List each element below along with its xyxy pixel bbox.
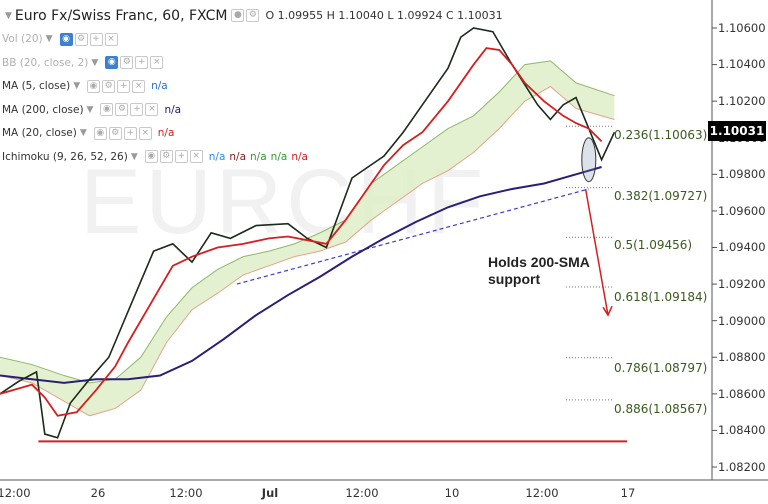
- chart-title: Euro Fx/Swiss Franc, 60, FXCM: [14, 7, 228, 24]
- annotation-text: Holds 200-SMA support: [488, 254, 590, 288]
- indicator-row-ma200[interactable]: MA (200, close) ▼ ◉ ⚙ + × n/a: [2, 98, 503, 122]
- y-tick-label: 1.09400: [718, 240, 766, 254]
- highlight-ellipse: [581, 137, 597, 183]
- dropdown-caret-icon[interactable]: ▼: [79, 128, 87, 139]
- y-tick-label: 1.10200: [718, 94, 766, 108]
- indicator-label: Vol (20): [2, 33, 43, 46]
- indicator-value: n/a: [151, 80, 168, 93]
- x-tick-label: 17: [620, 486, 636, 500]
- plus-icon[interactable]: +: [130, 103, 144, 117]
- gear-icon[interactable]: ⚙: [108, 126, 122, 140]
- y-tick-label: 1.08200: [718, 460, 766, 474]
- y-tick-label: 1.08400: [718, 423, 766, 437]
- indicator-label: MA (20, close): [2, 127, 77, 140]
- annotation-line-2: support: [488, 271, 541, 287]
- dropdown-caret-icon[interactable]: ▼: [73, 81, 81, 92]
- eye-icon[interactable]: ◉: [93, 126, 107, 140]
- x-tick-label: 10: [444, 486, 460, 500]
- fib-label: 0.5(1.09456): [614, 238, 693, 252]
- dropdown-caret-icon[interactable]: ▼: [130, 151, 138, 162]
- fib-label: 0.382(1.09727): [614, 189, 708, 203]
- eye-icon[interactable]: ◉: [100, 103, 114, 117]
- indicator-value: n/a: [291, 150, 308, 163]
- gear-icon[interactable]: ⚙: [159, 150, 173, 164]
- fib-label: 0.786(1.08797): [614, 361, 708, 375]
- indicator-row-ma5[interactable]: MA (5, close) ▼ ◉ ⚙ + × n/a: [2, 75, 503, 99]
- eye-icon[interactable]: ◉: [87, 79, 101, 93]
- dropdown-caret-icon[interactable]: ▼: [91, 57, 99, 68]
- fib-label: 0.236(1.10063): [614, 128, 708, 142]
- indicator-value: n/a: [229, 150, 247, 163]
- ma200-line: [0, 166, 602, 384]
- close-icon[interactable]: ×: [138, 126, 152, 140]
- current-price-tag: 1.10031: [708, 121, 766, 141]
- x-tick-label: 12:00: [525, 486, 559, 500]
- indicator-label: BB (20, close, 2): [2, 56, 89, 69]
- support-trendline: [236, 188, 589, 285]
- x-tick-label: 12:00: [0, 486, 31, 500]
- y-tick-label: 1.10400: [718, 57, 766, 71]
- ma20-line: [0, 47, 603, 417]
- dropdown-caret-icon[interactable]: ▼: [45, 34, 53, 45]
- ichimoku-span-b: [0, 85, 615, 417]
- indicator-row-ma20[interactable]: MA (20, close) ▼ ◉ ⚙ + × n/a: [2, 122, 503, 146]
- x-tick-label: 26: [90, 486, 106, 500]
- title-icons[interactable]: ● ⚙: [231, 9, 260, 23]
- gear-icon[interactable]: ⚙: [115, 103, 129, 117]
- y-tick-label: 1.09800: [718, 167, 766, 181]
- indicator-value: n/a: [164, 103, 182, 116]
- indicator-row-volume[interactable]: Vol (20) ▼ ◉ ⚙ + ×: [2, 28, 503, 52]
- plus-icon[interactable]: +: [135, 56, 149, 70]
- eye-icon[interactable]: ◉: [59, 32, 73, 46]
- y-tick-label: 1.08600: [718, 387, 766, 401]
- indicator-label: Ichimoku (9, 26, 52, 26): [2, 150, 128, 163]
- x-tick-label: 12:00: [345, 486, 379, 500]
- title-row: ▼ Euro Fx/Swiss Franc, 60, FXCM ● ⚙ O 1.…: [2, 4, 503, 28]
- indicator-value: n/a: [270, 150, 288, 163]
- fib-label: 0.618(1.09184): [614, 290, 708, 304]
- gear-icon[interactable]: ⚙: [74, 32, 88, 46]
- close-icon[interactable]: ×: [132, 79, 146, 93]
- ohlc-values: O 1.09955 H 1.10040 L 1.09924 C 1.10031: [265, 9, 503, 23]
- projection-arrow-shaft: [584, 188, 609, 316]
- indicator-value: n/a: [250, 150, 267, 163]
- legend: ▼ Euro Fx/Swiss Franc, 60, FXCM ● ⚙ O 1.…: [2, 4, 503, 169]
- annotation-line-1: Holds 200-SMA: [488, 254, 590, 270]
- close-icon[interactable]: ×: [145, 103, 159, 117]
- plus-icon[interactable]: +: [117, 79, 131, 93]
- y-tick-label: 1.09000: [718, 314, 766, 328]
- indicator-label: MA (5, close): [2, 80, 71, 93]
- x-tick-label: Jul: [261, 486, 279, 500]
- gear-icon[interactable]: ⚙: [246, 9, 260, 23]
- eye-icon[interactable]: ◉: [105, 56, 119, 70]
- projection-arrowhead: [602, 305, 613, 317]
- y-tick-label: 1.09200: [718, 277, 766, 291]
- plus-icon[interactable]: +: [89, 32, 103, 46]
- gear-icon[interactable]: ⚙: [120, 56, 134, 70]
- indicator-row-ichimoku[interactable]: Ichimoku (9, 26, 52, 26) ▼ ◉ ⚙ + × n/a n…: [2, 145, 503, 169]
- eye-icon[interactable]: ●: [231, 9, 245, 23]
- indicator-label: MA (200, close): [2, 103, 84, 116]
- dropdown-caret-icon[interactable]: ▼: [5, 10, 12, 21]
- dropdown-caret-icon[interactable]: ▼: [86, 104, 94, 115]
- indicator-value: n/a: [208, 150, 226, 163]
- indicator-row-bb[interactable]: BB (20, close, 2) ▼ ◉ ⚙ + ×: [2, 51, 503, 75]
- close-icon[interactable]: ×: [104, 32, 118, 46]
- plus-icon[interactable]: +: [123, 126, 137, 140]
- x-tick-label: 12:00: [169, 486, 203, 500]
- y-tick-label: 1.08800: [718, 350, 766, 364]
- close-icon[interactable]: ×: [150, 56, 164, 70]
- close-icon[interactable]: ×: [189, 150, 203, 164]
- plus-icon[interactable]: +: [174, 150, 188, 164]
- eye-icon[interactable]: ◉: [144, 150, 158, 164]
- fib-label: 0.886(1.08567): [614, 402, 708, 416]
- indicator-value: n/a: [157, 127, 175, 140]
- y-tick-label: 1.10600: [718, 21, 766, 35]
- y-tick-label: 1.09600: [718, 204, 766, 218]
- gear-icon[interactable]: ⚙: [102, 79, 116, 93]
